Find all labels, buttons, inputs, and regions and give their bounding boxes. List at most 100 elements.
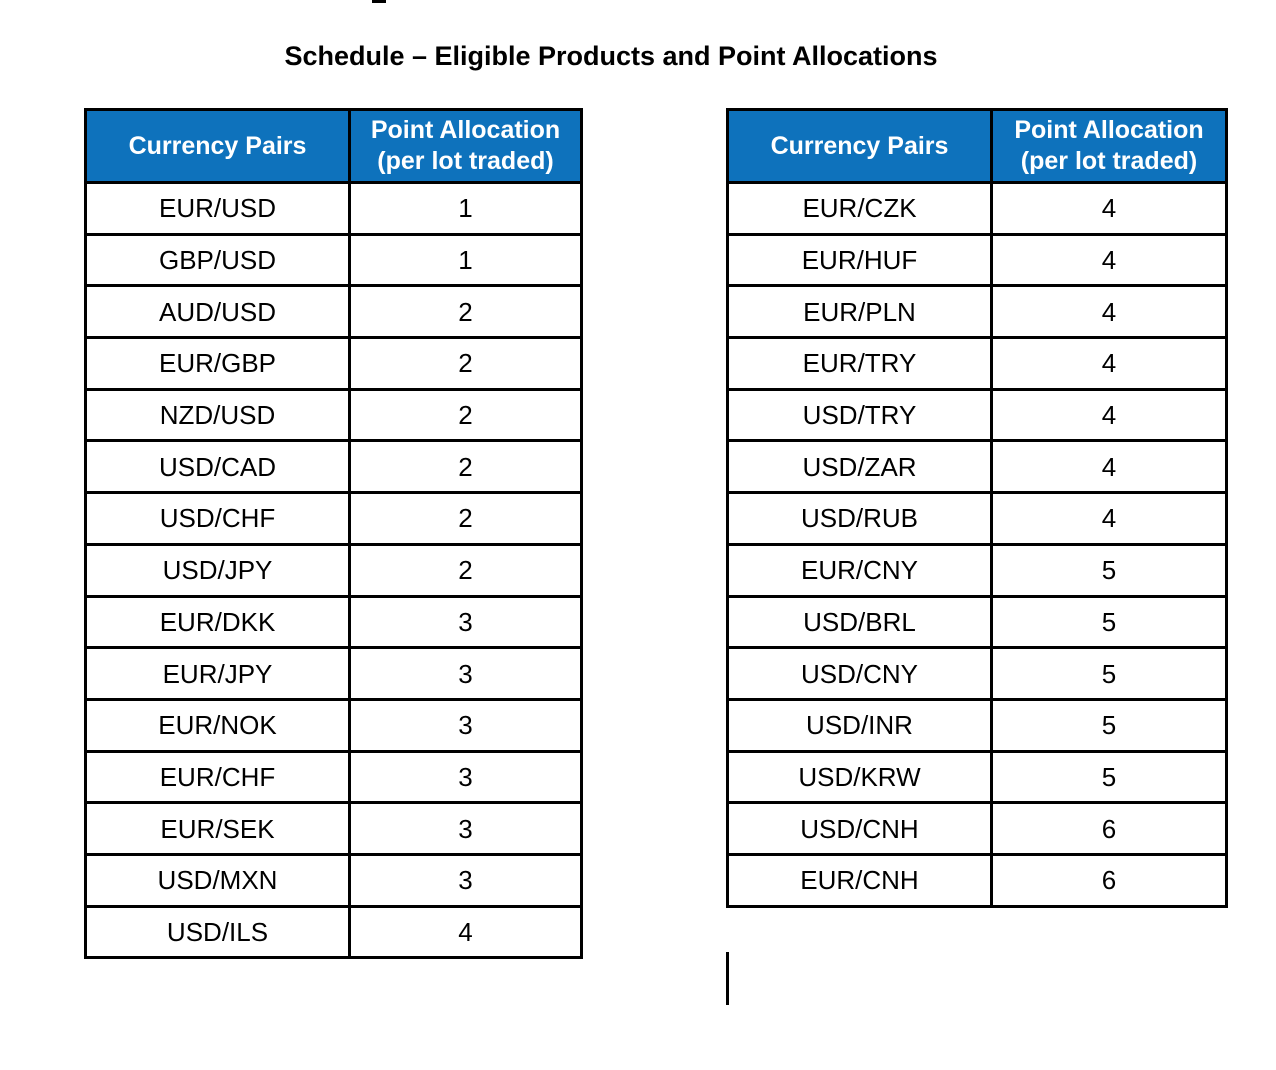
currency-pair-cell: USD/CHF [84, 491, 351, 546]
table-row: EUR/CNH 6 [726, 852, 1228, 908]
point-allocation-cell: 1 [348, 232, 583, 288]
table-row: EUR/HUF 4 [726, 232, 1228, 288]
point-allocation-cell: 4 [990, 336, 1228, 391]
table-row: USD/ZAR 4 [726, 439, 1228, 495]
currency-pair-cell: USD/CNY [726, 646, 993, 701]
point-allocation-cell: 4 [990, 439, 1228, 495]
currency-pair-cell: USD/CAD [84, 439, 351, 495]
currency-pair-cell: USD/BRL [726, 594, 993, 650]
currency-pair-cell: EUR/USD [84, 181, 351, 236]
currency-pair-cell: USD/RUB [726, 491, 993, 546]
table-row: EUR/CHF 3 [84, 749, 583, 805]
currency-pair-cell: EUR/HUF [726, 232, 993, 288]
currency-pair-cell: EUR/CZK [726, 181, 993, 236]
point-allocation-cell: 4 [990, 387, 1228, 443]
currency-pair-cell: EUR/JPY [84, 646, 351, 701]
partial-row-border-artifact [726, 952, 729, 1005]
point-allocation-cell: 3 [348, 646, 583, 701]
table-row: USD/JPY 2 [84, 542, 583, 598]
currency-pair-cell: USD/CNH [726, 801, 993, 856]
currency-pair-cell: EUR/TRY [726, 336, 993, 391]
table-row: USD/MXN 3 [84, 852, 583, 908]
point-allocation-cell: 3 [348, 594, 583, 650]
points-table-right: Currency Pairs Point Allocation (per lot… [726, 108, 1228, 908]
currency-pair-cell: NZD/USD [84, 387, 351, 443]
point-allocation-cell: 2 [348, 439, 583, 495]
table-row: EUR/PLN 4 [726, 284, 1228, 340]
table-row: USD/CHF 2 [84, 491, 583, 546]
point-allocation-cell: 5 [990, 594, 1228, 650]
table-row: USD/INR 5 [726, 697, 1228, 753]
point-allocation-cell: 4 [348, 904, 583, 960]
column-header-currency-pairs: Currency Pairs [84, 108, 351, 184]
currency-pair-cell: GBP/USD [84, 232, 351, 288]
currency-pair-cell: EUR/CHF [84, 749, 351, 805]
column-header-currency-pairs: Currency Pairs [726, 108, 993, 184]
point-allocation-cell: 3 [348, 852, 583, 908]
points-table-left: Currency Pairs Point Allocation (per lot… [84, 108, 583, 960]
table-row: AUD/USD 2 [84, 284, 583, 340]
point-allocation-cell: 4 [990, 181, 1228, 236]
currency-pair-cell: USD/KRW [726, 749, 993, 805]
point-allocation-cell: 5 [990, 646, 1228, 701]
currency-pair-cell: USD/JPY [84, 542, 351, 598]
table-row: EUR/CZK 4 [726, 181, 1228, 236]
currency-pair-cell: EUR/DKK [84, 594, 351, 650]
table-header-row: Currency Pairs Point Allocation (per lot… [84, 108, 583, 184]
currency-pair-cell: EUR/CNH [726, 852, 993, 908]
column-header-point-allocation: Point Allocation (per lot traded) [348, 108, 583, 184]
currency-pair-cell: EUR/CNY [726, 542, 993, 598]
table-row: USD/RUB 4 [726, 491, 1228, 546]
currency-pair-cell: EUR/NOK [84, 697, 351, 753]
table-row: USD/TRY 4 [726, 387, 1228, 443]
table-row: USD/CNY 5 [726, 646, 1228, 701]
point-allocation-cell: 2 [348, 387, 583, 443]
point-allocation-cell: 4 [990, 491, 1228, 546]
point-allocation-cell: 4 [990, 232, 1228, 288]
table-row: NZD/USD 2 [84, 387, 583, 443]
table-row: USD/KRW 5 [726, 749, 1228, 805]
point-allocation-cell: 2 [348, 336, 583, 391]
point-allocation-cell: 2 [348, 284, 583, 340]
currency-pair-cell: EUR/GBP [84, 336, 351, 391]
point-allocation-cell: 3 [348, 697, 583, 753]
point-allocation-cell: 5 [990, 542, 1228, 598]
page-title: Schedule – Eligible Products and Point A… [284, 41, 938, 71]
point-allocation-cell: 3 [348, 801, 583, 856]
point-allocation-cell: 6 [990, 852, 1228, 908]
table-row: GBP/USD 1 [84, 232, 583, 288]
currency-pair-cell: EUR/PLN [726, 284, 993, 340]
table-row: EUR/SEK 3 [84, 801, 583, 856]
currency-pair-cell: EUR/SEK [84, 801, 351, 856]
column-header-point-allocation: Point Allocation (per lot traded) [990, 108, 1228, 184]
currency-pair-cell: USD/ZAR [726, 439, 993, 495]
table-row: EUR/USD 1 [84, 181, 583, 236]
table-row: USD/ILS 4 [84, 904, 583, 960]
table-row: EUR/DKK 3 [84, 594, 583, 650]
currency-pair-cell: USD/TRY [726, 387, 993, 443]
table-row: USD/CAD 2 [84, 439, 583, 495]
table-row: USD/BRL 5 [726, 594, 1228, 650]
point-allocation-cell: 6 [990, 801, 1228, 856]
table-row: USD/CNH 6 [726, 801, 1228, 856]
currency-pair-cell: USD/MXN [84, 852, 351, 908]
currency-pair-cell: USD/ILS [84, 904, 351, 960]
point-allocation-cell: 1 [348, 181, 583, 236]
table-row: EUR/TRY 4 [726, 336, 1228, 391]
table-header-row: Currency Pairs Point Allocation (per lot… [726, 108, 1228, 184]
point-allocation-cell: 5 [990, 697, 1228, 753]
table-row: EUR/JPY 3 [84, 646, 583, 701]
currency-pair-cell: AUD/USD [84, 284, 351, 340]
point-allocation-cell: 2 [348, 491, 583, 546]
table-row: EUR/CNY 5 [726, 542, 1228, 598]
left-table-body: EUR/USD 1 GBP/USD 1 AUD/USD 2 EUR/GBP 2 NZD/USD 2… [84, 181, 583, 960]
point-allocation-cell: 5 [990, 749, 1228, 805]
point-allocation-cell: 4 [990, 284, 1228, 340]
point-allocation-cell: 2 [348, 542, 583, 598]
right-table-body: EUR/CZK 4 EUR/HUF 4 EUR/PLN 4 EUR/TRY 4 USD/TRY 4… [726, 181, 1228, 908]
table-row: EUR/GBP 2 [84, 336, 583, 391]
cropped-text-artifact [372, 0, 386, 3]
table-row: EUR/NOK 3 [84, 697, 583, 753]
point-allocation-cell: 3 [348, 749, 583, 805]
currency-pair-cell: USD/INR [726, 697, 993, 753]
